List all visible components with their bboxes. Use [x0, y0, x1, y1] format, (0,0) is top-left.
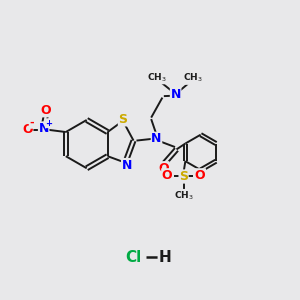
Text: O: O — [22, 123, 33, 136]
Text: N: N — [38, 122, 49, 135]
Text: CH$_3$: CH$_3$ — [183, 72, 202, 84]
Text: S: S — [179, 170, 188, 183]
Text: N: N — [151, 132, 162, 145]
Text: -: - — [29, 118, 34, 128]
Text: H: H — [158, 250, 171, 265]
Text: O: O — [195, 169, 206, 182]
Text: S: S — [118, 113, 127, 126]
Text: CH$_3$: CH$_3$ — [174, 189, 194, 202]
Text: O: O — [162, 169, 172, 182]
Text: Cl: Cl — [126, 250, 142, 265]
Text: +: + — [46, 119, 52, 128]
Text: CH$_3$: CH$_3$ — [147, 71, 167, 84]
Text: N: N — [122, 158, 132, 172]
Text: O: O — [158, 162, 169, 175]
Text: N: N — [170, 88, 181, 100]
Text: O: O — [41, 104, 51, 117]
